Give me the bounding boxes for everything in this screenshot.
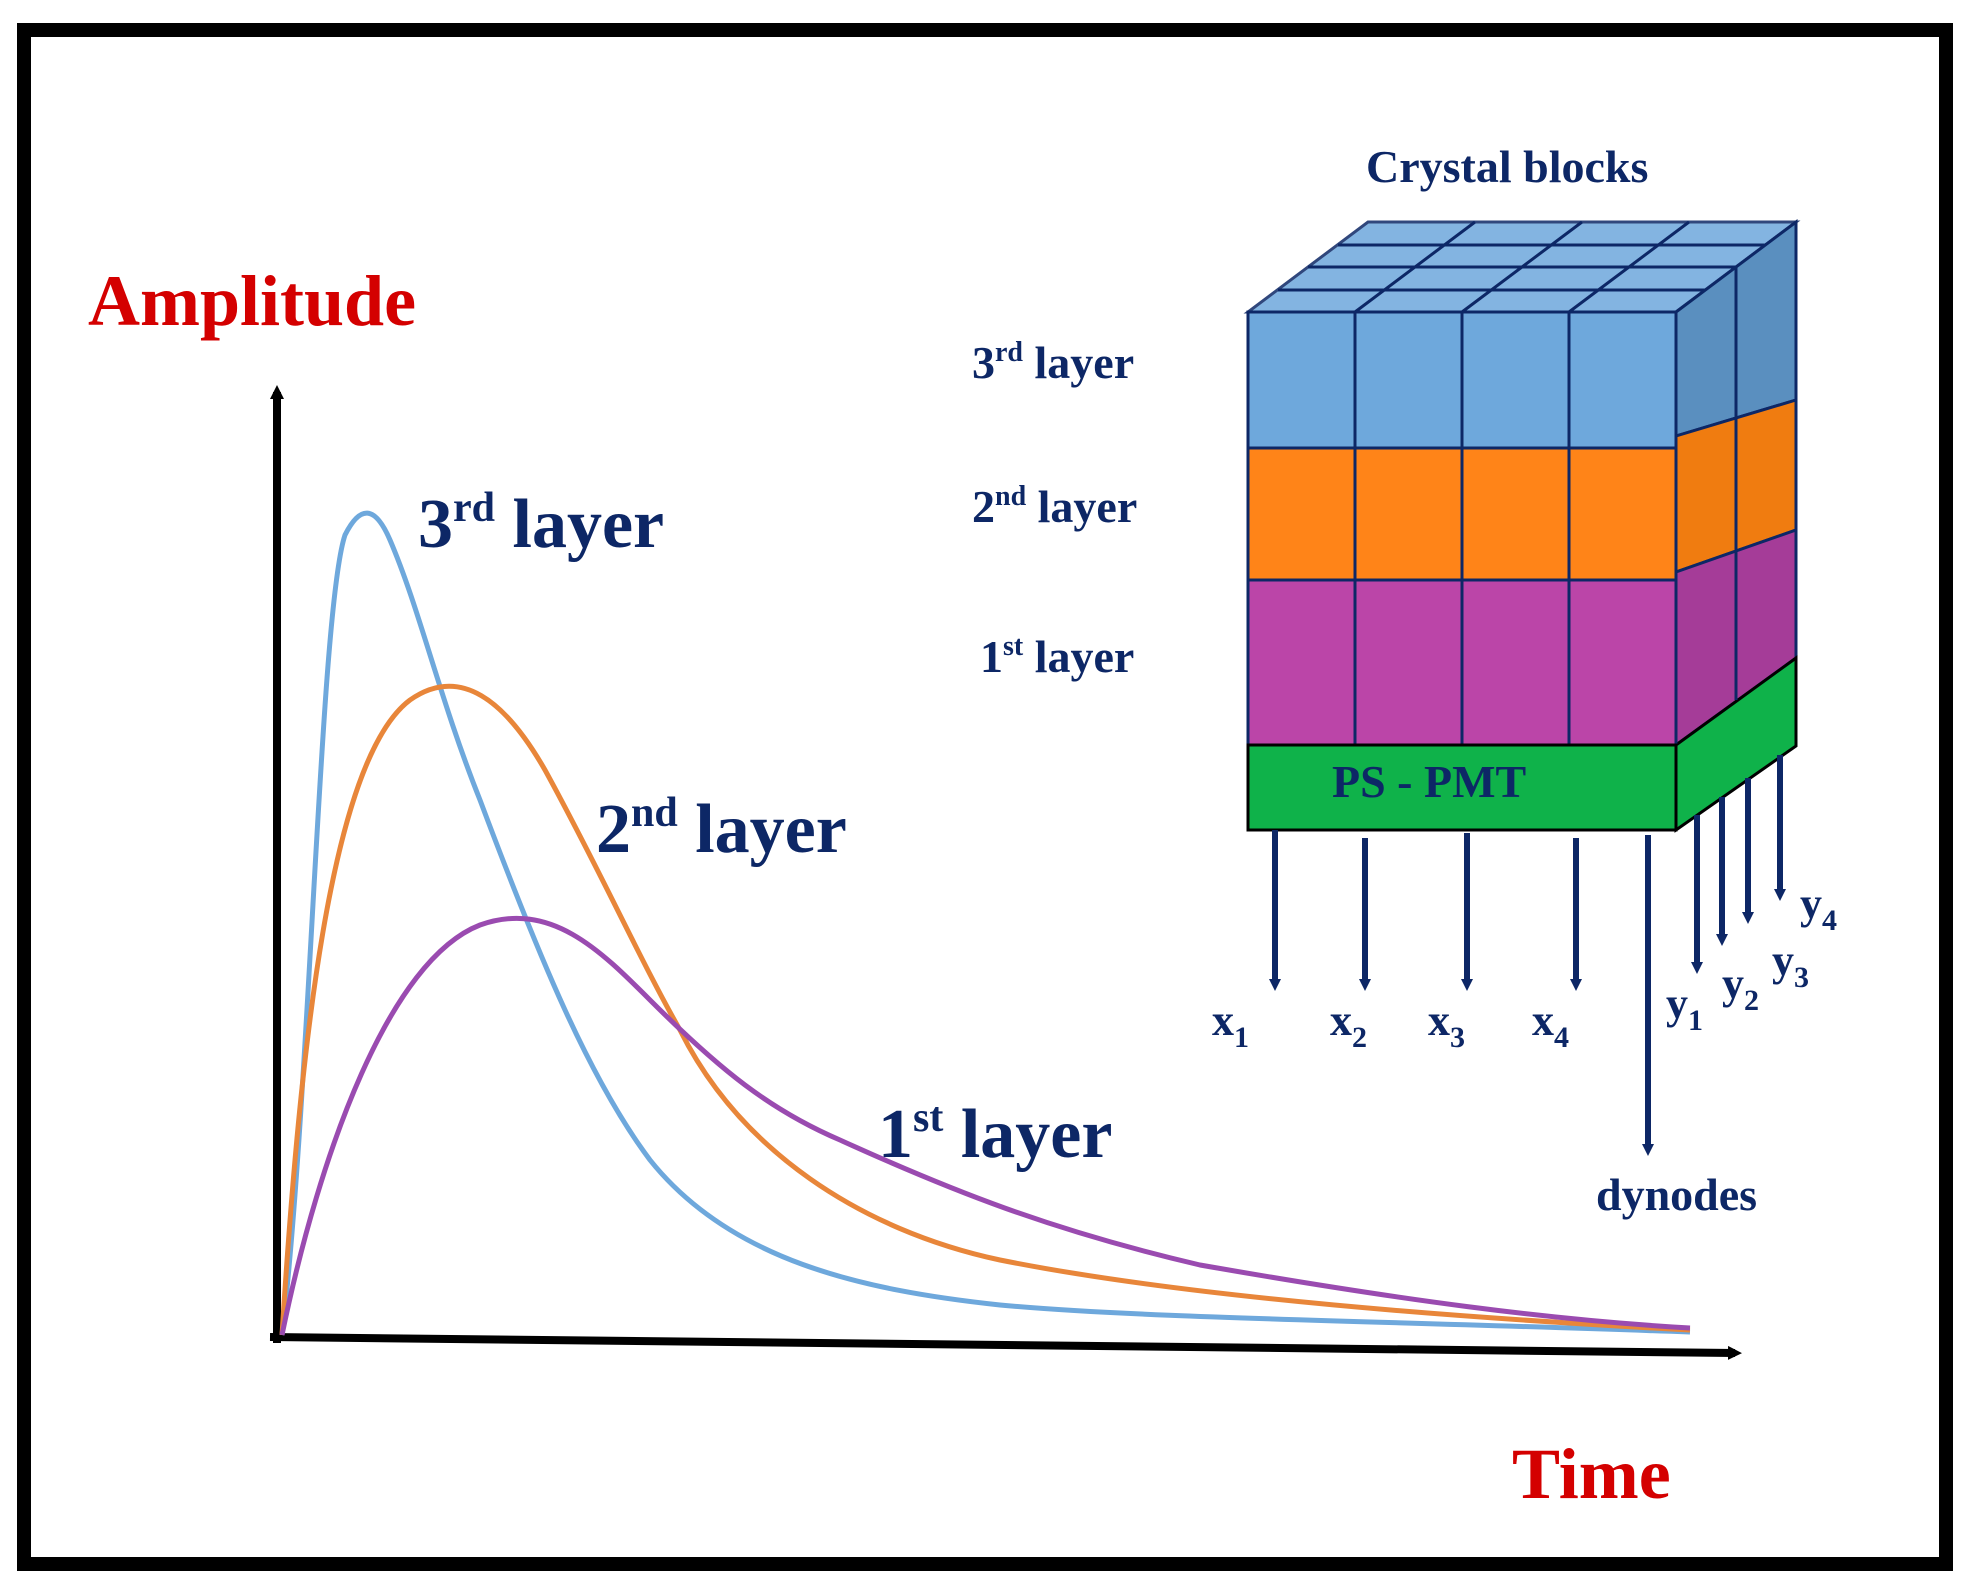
pulse-curve-layer1 (279, 915, 1691, 1336)
x4-label: x4 (1532, 996, 1569, 1054)
pmt-block (1246, 743, 1678, 832)
curve-label-layer1: 1st layer (878, 1095, 1112, 1173)
pmt-label: PS - PMT (1332, 756, 1526, 807)
crystal-front-face: PS - PMT (1246, 310, 1678, 832)
detector-label-layer2: 2nd layer (972, 481, 1137, 532)
y4-label: y4 (1800, 879, 1837, 937)
figure-frame (17, 23, 1953, 1571)
x1-label: x1 (1212, 996, 1249, 1054)
x-axis-label: Time (1512, 1434, 1671, 1514)
pulse-graph: Amplitude Time 3rd layer 2nd layer 1st l… (88, 261, 1742, 1514)
dynodes-label: dynodes (1596, 1169, 1757, 1220)
crystal-blocks-title: Crystal blocks (1366, 141, 1648, 192)
x3-label: x3 (1428, 996, 1465, 1054)
y-output-arrows (1691, 755, 1786, 974)
x-axis (269, 1333, 1742, 1360)
detector-label-layer3: 3rd layer (972, 337, 1134, 388)
y3-label: y3 (1772, 936, 1809, 994)
x2-label: x2 (1330, 996, 1367, 1054)
y-axis-label: Amplitude (88, 261, 416, 341)
x-output-arrows (1269, 830, 1582, 991)
y2-label: y2 (1722, 959, 1759, 1017)
pulse-curve-layer2 (279, 683, 1691, 1336)
crystal-side-face (1674, 219, 1798, 833)
curve-label-layer3: 3rd layer (418, 485, 664, 563)
curve-label-layer2: 2nd layer (596, 790, 847, 868)
y1-label: y1 (1666, 979, 1703, 1037)
detector-label-layer1: 1st layer (980, 631, 1134, 682)
detector-diagram: Crystal blocks 3rd layer 2nd layer 1st l… (972, 141, 1837, 1220)
